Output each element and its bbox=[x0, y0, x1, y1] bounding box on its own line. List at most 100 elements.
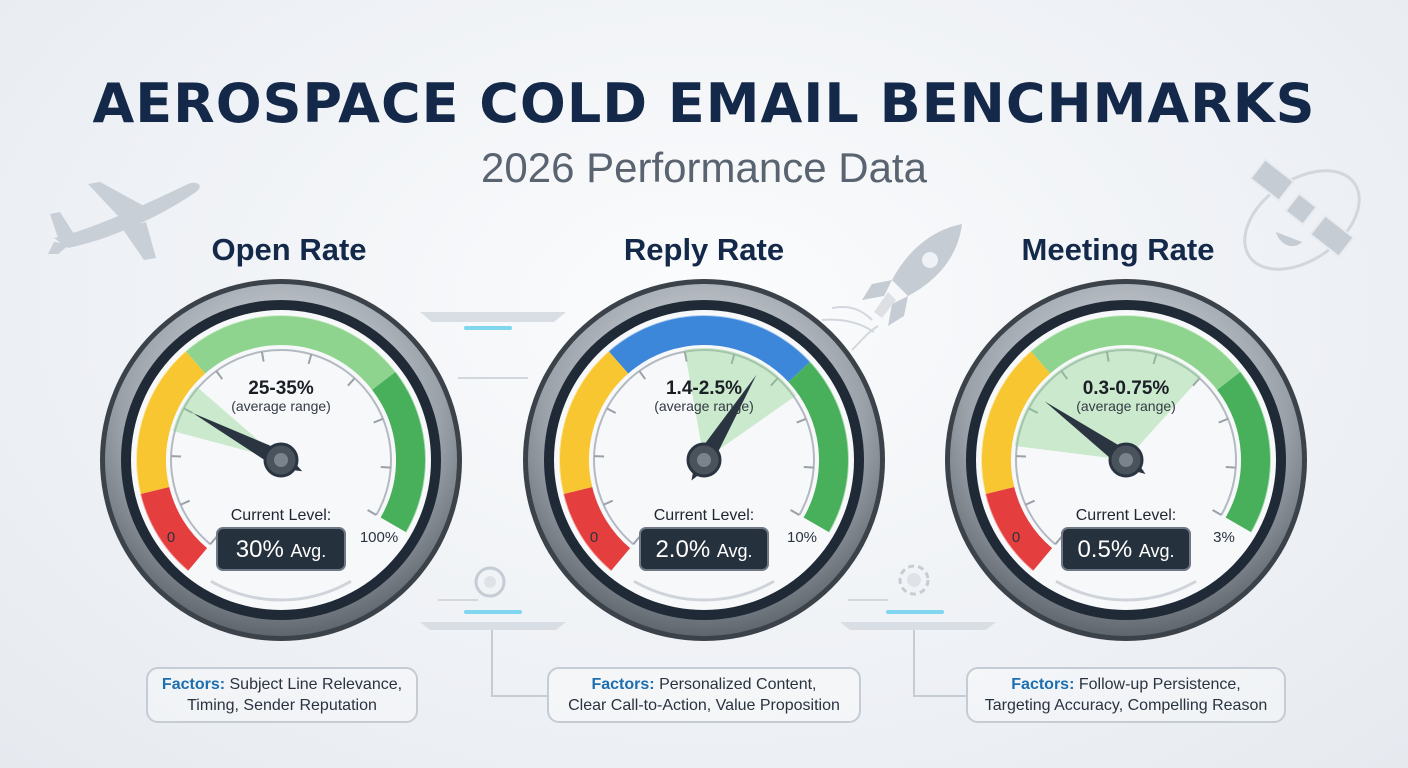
current-level-value: 2.0% Avg. bbox=[655, 536, 752, 563]
hud-decoration-left-bottom bbox=[420, 566, 566, 697]
gauge-band bbox=[563, 486, 631, 572]
rocket-icon bbox=[821, 224, 962, 351]
gauge-tick bbox=[1192, 377, 1201, 387]
hud-decoration-left-top bbox=[420, 312, 566, 379]
factors-line2: Clear Call-to-Action, Value Proposition bbox=[568, 697, 840, 714]
gauge-min-label: 0 bbox=[590, 529, 598, 546]
gauge-band bbox=[981, 350, 1051, 495]
gauge-tick bbox=[1105, 351, 1110, 362]
gauge-tick bbox=[1054, 535, 1063, 545]
factors-label: Factors: bbox=[591, 676, 655, 693]
current-level-box bbox=[216, 527, 346, 571]
gauge-tick bbox=[373, 417, 384, 424]
gauge-tick bbox=[380, 465, 391, 469]
gauge-min-label: 0 bbox=[1012, 529, 1020, 546]
gauge-tick bbox=[183, 407, 194, 414]
gauge-tick bbox=[790, 509, 800, 516]
needle-hub-center bbox=[1119, 453, 1133, 467]
average-range-value: 1.4-2.5% bbox=[666, 378, 742, 399]
reply-rate-factors: Factors: Personalized Content, Clear Cal… bbox=[547, 667, 861, 723]
needle-hub-center bbox=[697, 453, 711, 467]
average-range-note: (average range) bbox=[654, 398, 754, 414]
gauge-band bbox=[371, 371, 426, 533]
reply-rate-gauge: 1.4-2.5%(average range) 0 10% Current Level… bbox=[523, 279, 885, 641]
gauge-band bbox=[985, 486, 1053, 572]
gauge-tick bbox=[307, 353, 313, 365]
gauge-max-label: 3% bbox=[1213, 529, 1235, 546]
gauge-band bbox=[185, 315, 396, 391]
open-rate-factors: Factors: Subject Line Relevance, Timing,… bbox=[146, 667, 418, 723]
gauge-tick bbox=[638, 370, 647, 380]
gauge-tick bbox=[180, 499, 191, 506]
gauge-max-label: 10% bbox=[787, 529, 817, 546]
gauge-tick bbox=[1225, 465, 1236, 469]
current-level-value: 30% Avg. bbox=[236, 536, 326, 563]
page-subtitle: 2026 Performance Data bbox=[481, 144, 927, 191]
gauge-tick bbox=[1060, 370, 1069, 380]
gauge-tick bbox=[603, 499, 614, 506]
gauge-band bbox=[608, 315, 811, 383]
gauge-tick bbox=[1218, 417, 1229, 424]
gauge-tick bbox=[606, 407, 617, 414]
gauge-tick-arc bbox=[593, 349, 815, 546]
needle-hub-center bbox=[274, 453, 288, 467]
open-rate-gauge: 25-35%(average range) 0 100% Current Level:… bbox=[100, 279, 462, 641]
airplane-icon bbox=[48, 182, 200, 260]
bezel-accent bbox=[210, 579, 352, 602]
gauge-tick bbox=[367, 509, 377, 516]
reply-rate-title: Reply Rate bbox=[623, 232, 785, 267]
gauge-tick bbox=[1212, 509, 1222, 516]
gauge-tick bbox=[803, 465, 814, 469]
gauge-tick bbox=[260, 351, 265, 362]
factors-line1: Follow-up Persistence, bbox=[1078, 676, 1241, 693]
gauge-band-highlight bbox=[980, 314, 1272, 572]
bezel-accent bbox=[633, 579, 775, 602]
gauge-band bbox=[140, 486, 208, 572]
current-level-label: Current Level: bbox=[654, 507, 755, 524]
gauge-band bbox=[559, 350, 629, 495]
current-level-value: 0.5% Avg. bbox=[1077, 536, 1174, 563]
current-level-label: Current Level: bbox=[231, 507, 332, 524]
gauge-tick bbox=[632, 535, 641, 545]
factors-label: Factors: bbox=[161, 676, 226, 693]
gauge-tick bbox=[215, 370, 224, 380]
average-range-note: (average range) bbox=[231, 398, 331, 414]
gauge-band-highlight bbox=[558, 314, 850, 572]
current-level-box bbox=[1061, 527, 1191, 571]
open-rate-title: Open Rate bbox=[211, 232, 367, 267]
gauge-band-highlight bbox=[135, 314, 427, 572]
gauge-tick bbox=[347, 377, 356, 387]
hud-decoration-right-bottom bbox=[840, 564, 996, 697]
gauge-tick bbox=[730, 353, 736, 365]
meeting-rate-gauge: 0.3-0.75%(average range) 0 3% Current Level… bbox=[945, 279, 1307, 641]
gauge-tick-arc bbox=[170, 349, 392, 546]
average-range-wedge bbox=[1014, 347, 1201, 460]
average-range-value: 0.3-0.75% bbox=[1083, 378, 1170, 399]
gauge-tick bbox=[770, 377, 779, 387]
average-range-note: (average range) bbox=[1076, 398, 1176, 414]
page-title: AEROSPACE COLD EMAIL BENCHMARKS bbox=[92, 72, 1316, 135]
gauge-band bbox=[136, 350, 206, 495]
current-level-box bbox=[639, 527, 769, 571]
gauge-band bbox=[788, 361, 849, 533]
factors-line2: Timing, Sender Reputation bbox=[187, 697, 377, 714]
gauge-band bbox=[1030, 315, 1241, 391]
factors-line1: Personalized Content, bbox=[659, 676, 817, 693]
meeting-rate-title: Meeting Rate bbox=[1021, 232, 1215, 267]
gauge-band bbox=[1216, 371, 1271, 533]
satellite-icon bbox=[1243, 158, 1361, 271]
gauge-tick-arc bbox=[1015, 349, 1237, 546]
factors-label: Factors: bbox=[1011, 676, 1075, 693]
factors-line1: Subject Line Relevance, bbox=[229, 676, 403, 693]
gauge-tick bbox=[796, 417, 807, 424]
average-range-value: 25-35% bbox=[248, 378, 314, 399]
bezel-accent bbox=[1055, 579, 1197, 602]
current-level-label: Current Level: bbox=[1076, 507, 1177, 524]
gauge-tick bbox=[1025, 499, 1036, 506]
gauge-max-label: 100% bbox=[360, 529, 398, 546]
meeting-rate-factors: Factors: Follow-up Persistence, Targetin… bbox=[966, 667, 1286, 723]
gauge-tick bbox=[683, 351, 688, 362]
gauge-tick bbox=[1152, 353, 1158, 365]
gauge-tick bbox=[1028, 407, 1039, 414]
